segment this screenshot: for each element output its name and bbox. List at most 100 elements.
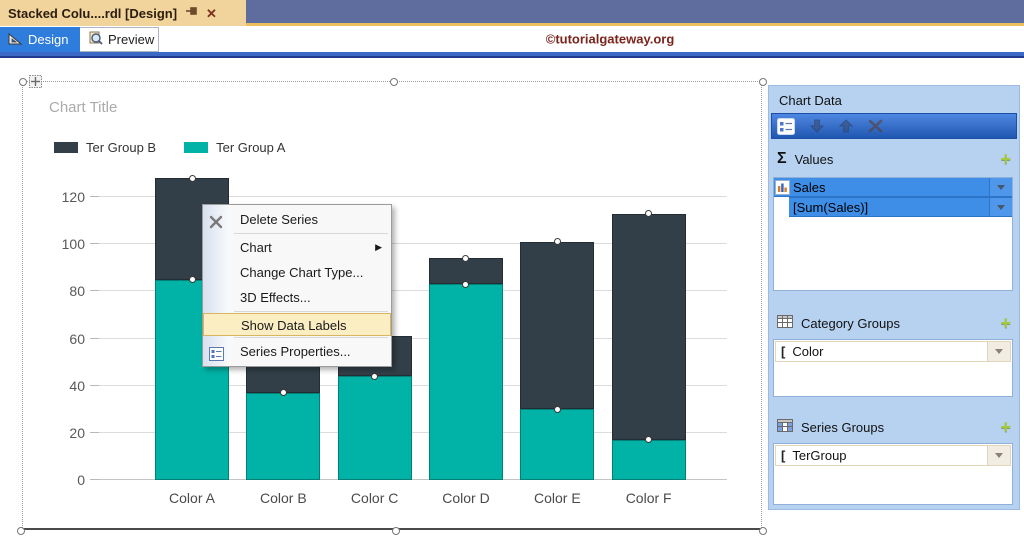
value-field-row[interactable]: Sales [774, 178, 1012, 197]
chart-data-panel-title: Chart Data [779, 93, 842, 108]
submenu-arrow-icon: ▶ [375, 242, 382, 252]
legend-swatch [54, 142, 78, 153]
y-axis-label: 120 [61, 189, 85, 205]
legend-item[interactable]: Ter Group B [54, 140, 156, 155]
series-grid-icon [777, 419, 793, 435]
gridline [99, 196, 727, 197]
values-listbox: Sales [Sum(Sales)] [773, 177, 1013, 291]
segment-selection-handle[interactable] [371, 372, 379, 380]
menu-item-label: Change Chart Type... [240, 265, 364, 280]
value-expression-dropdown[interactable] [989, 198, 1012, 216]
category-group-dropdown[interactable] [987, 342, 1010, 361]
chart-data-toolbar [771, 113, 1017, 139]
y-axis-tick [90, 243, 99, 245]
document-tab[interactable]: Stacked Colu....rdl [Design] ✕ [0, 0, 246, 26]
resize-handle[interactable] [19, 78, 27, 86]
segment-selection-handle[interactable] [553, 238, 561, 246]
resize-handle[interactable] [759, 527, 767, 535]
series-group-row[interactable]: [ TerGroup [775, 445, 1011, 466]
move-down-button[interactable] [810, 119, 824, 133]
add-category-group-button[interactable]: + [1000, 313, 1011, 333]
legend-label: Ter Group B [86, 140, 157, 155]
y-axis-label: 20 [69, 424, 85, 441]
value-expression-row[interactable]: [Sum(Sales)] [789, 197, 1012, 217]
menu-item-series-properties[interactable]: Series Properties... [203, 339, 391, 364]
toolbar-divider-band [0, 52, 1024, 56]
menu-item-chart[interactable]: Chart ▶ [203, 235, 391, 260]
bar-segment-ter-group-b[interactable] [520, 241, 595, 410]
chart-title[interactable]: Chart Title [49, 99, 118, 116]
menu-item-label: Series Properties... [240, 344, 351, 359]
legend-swatch [184, 142, 209, 153]
y-axis-label: 40 [69, 377, 85, 394]
chart-design-surface[interactable]: Chart Title Ter Group B Ter Group A 0 20 4… [22, 81, 762, 530]
y-axis-label: 80 [69, 283, 85, 300]
bar-segment-ter-group-a[interactable] [611, 439, 686, 480]
segment-selection-handle[interactable] [553, 405, 561, 413]
series-groups-header: Series Groups + [777, 417, 1011, 437]
menu-item-3d-effects[interactable]: 3D Effects... [203, 285, 391, 310]
chevron-down-icon [995, 349, 1003, 354]
resize-handle[interactable] [392, 527, 400, 535]
x-axis-label: Color D [442, 490, 490, 506]
delete-field-button[interactable] [868, 119, 883, 133]
resize-handle[interactable] [17, 527, 25, 535]
bar-segment-ter-group-b[interactable] [611, 213, 686, 440]
pin-icon[interactable] [185, 4, 198, 22]
menu-item-change-chart-type[interactable]: Change Chart Type... [203, 260, 391, 285]
chart-legend[interactable]: Ter Group B Ter Group A [54, 140, 285, 155]
bar-segment-ter-group-b[interactable] [246, 362, 321, 393]
x-axis-label: Color C [350, 490, 399, 506]
tab-design[interactable]: Design [0, 27, 80, 52]
segment-selection-handle[interactable] [645, 210, 653, 218]
legend-item[interactable]: Ter Group A [184, 140, 285, 155]
category-group-row[interactable]: [ Color [775, 341, 1011, 362]
series-group-dropdown[interactable] [987, 446, 1010, 465]
segment-selection-handle[interactable] [279, 389, 287, 397]
menu-item-label: 3D Effects... [240, 290, 311, 305]
add-value-button[interactable]: + [1000, 149, 1011, 169]
x-axis-label: Color B [259, 490, 307, 506]
legend-label: Ter Group A [216, 140, 286, 155]
category-groups-listbox: [ Color [773, 339, 1013, 397]
gridline [99, 243, 727, 245]
tab-preview[interactable]: Preview [80, 27, 159, 52]
segment-selection-handle[interactable] [462, 254, 470, 262]
bar-segment-ter-group-a[interactable] [428, 284, 503, 480]
category-group-label: Color [792, 344, 824, 359]
add-series-group-button[interactable]: + [1000, 417, 1011, 437]
menu-item-show-data-labels[interactable]: Show Data Labels [203, 313, 391, 336]
close-icon[interactable]: ✕ [206, 5, 217, 21]
menu-separator [234, 311, 388, 312]
value-expression-label: [Sum(Sales)] [793, 199, 869, 215]
segment-selection-handle[interactable] [188, 174, 196, 182]
group-bracket-icon: [ [781, 448, 786, 463]
x-axis-label: Color A [169, 490, 215, 506]
menu-separator [234, 337, 388, 338]
segment-selection-handle[interactable] [462, 280, 470, 288]
toolbar-divider-line [0, 56, 1024, 58]
document-tab-title: Stacked Colu....rdl [Design] [8, 5, 178, 21]
y-axis-tick [90, 431, 99, 433]
values-section-header: Σ Values + [777, 149, 1011, 169]
segment-selection-handle[interactable] [645, 436, 653, 444]
resize-handle[interactable] [390, 78, 398, 86]
bar-segment-ter-group-a[interactable] [246, 392, 321, 480]
bar-segment-ter-group-a[interactable] [520, 409, 595, 480]
move-grip-icon[interactable] [29, 75, 42, 93]
field-properties-button[interactable] [777, 117, 795, 135]
value-field-label: Sales [793, 179, 826, 195]
gridline [99, 337, 727, 339]
tab-preview-label: Preview [108, 32, 155, 47]
resize-handle[interactable] [759, 78, 767, 86]
y-axis-tick [90, 196, 99, 197]
menu-item-delete-series[interactable]: Delete Series [203, 207, 391, 232]
y-axis-tick [90, 384, 99, 386]
value-field-dropdown[interactable] [989, 178, 1012, 196]
segment-selection-handle[interactable] [188, 276, 196, 284]
watermark-text: ©tutorialgateway.org [545, 31, 675, 47]
move-up-button[interactable] [839, 119, 853, 133]
bar-segment-ter-group-a[interactable] [337, 376, 412, 480]
menu-item-label: Chart [240, 240, 272, 255]
chevron-down-icon [997, 184, 1005, 190]
